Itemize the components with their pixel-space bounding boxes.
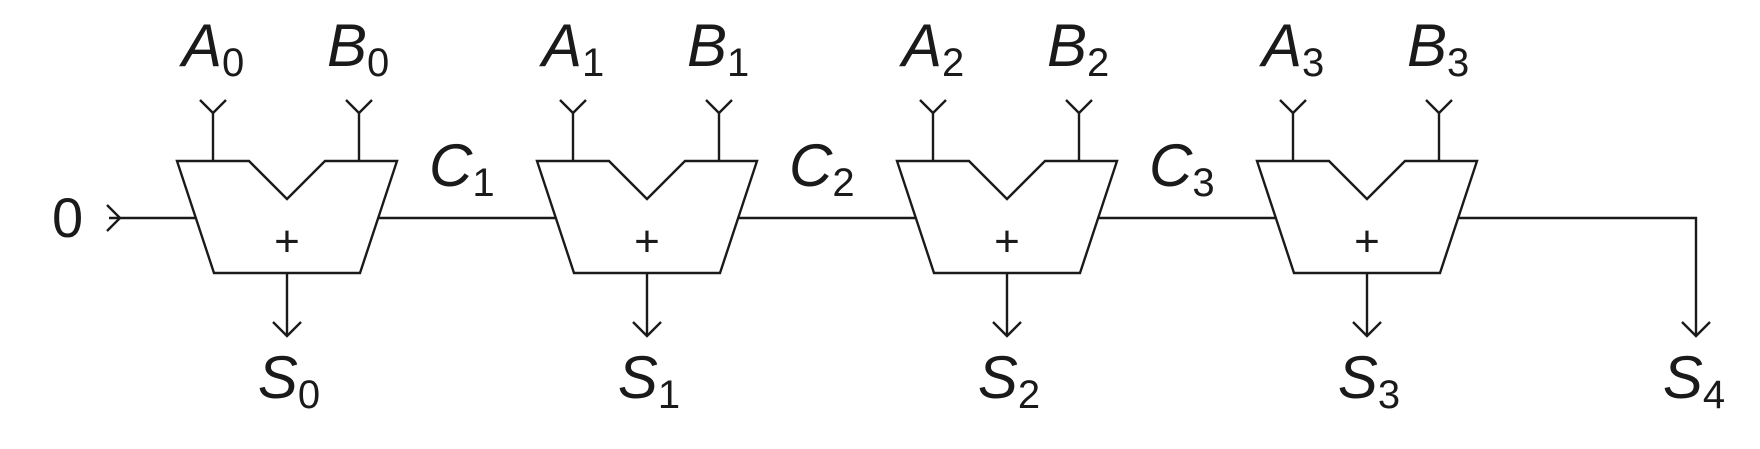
sum-label: S0 (258, 344, 320, 417)
carry-out-wire (1459, 216, 1698, 336)
input-tip-icon (705, 99, 733, 115)
plus-sign: + (274, 217, 300, 266)
input-tip-icon (1065, 99, 1093, 115)
carry-label-2: C2 (789, 132, 855, 205)
adder-3: + A3 B3 S3 (1255, 12, 1479, 417)
adder-body (175, 159, 399, 275)
arrow-down-icon (992, 321, 1022, 338)
sum-label: S3 (1338, 344, 1400, 417)
input-b-label: B0 (327, 12, 389, 85)
plus-sign: + (994, 217, 1020, 266)
adder-1: + A1 B1 S1 (535, 12, 759, 417)
final-sum-label: S4 (1663, 344, 1725, 417)
sum-label: S1 (618, 344, 680, 417)
arrow-right-icon (106, 204, 122, 232)
arrow-down-icon (1352, 321, 1382, 338)
input-tip-icon (1425, 99, 1453, 115)
input-tip-icon (919, 99, 947, 115)
adder-chain: + A0 B0 S0 + A1 B1 S1 + A2 B2 S2 + A3 B3 S3 C1 C2 C3 S4 (106, 12, 1725, 417)
carry-label-3: C3 (1149, 132, 1215, 205)
arrow-down-icon (272, 321, 302, 338)
input-tip-icon (1279, 99, 1307, 115)
input-b-label: B1 (687, 12, 749, 85)
carry-in-label: 0 (52, 186, 83, 249)
input-a-label: A1 (539, 12, 604, 85)
plus-sign: + (1354, 217, 1380, 266)
adder-body (535, 159, 759, 275)
plus-sign: + (634, 217, 660, 266)
input-b-label: B3 (1407, 12, 1469, 85)
adder-2: + A2 B2 S2 (895, 12, 1119, 417)
adder-0: + A0 B0 S0 (175, 12, 399, 417)
input-tip-icon (559, 99, 587, 115)
carry-label-1: C1 (429, 132, 495, 205)
input-a-label: A0 (179, 12, 244, 85)
arrow-down-icon (632, 321, 662, 338)
arrow-down-icon (1681, 321, 1711, 338)
input-a-label: A3 (1259, 12, 1324, 85)
sum-label: S2 (978, 344, 1040, 417)
input-b-label: B2 (1047, 12, 1109, 85)
input-a-label: A2 (899, 12, 964, 85)
adder-body (895, 159, 1119, 275)
input-tip-icon (345, 99, 373, 115)
input-tip-icon (199, 99, 227, 115)
adder-body (1255, 159, 1479, 275)
